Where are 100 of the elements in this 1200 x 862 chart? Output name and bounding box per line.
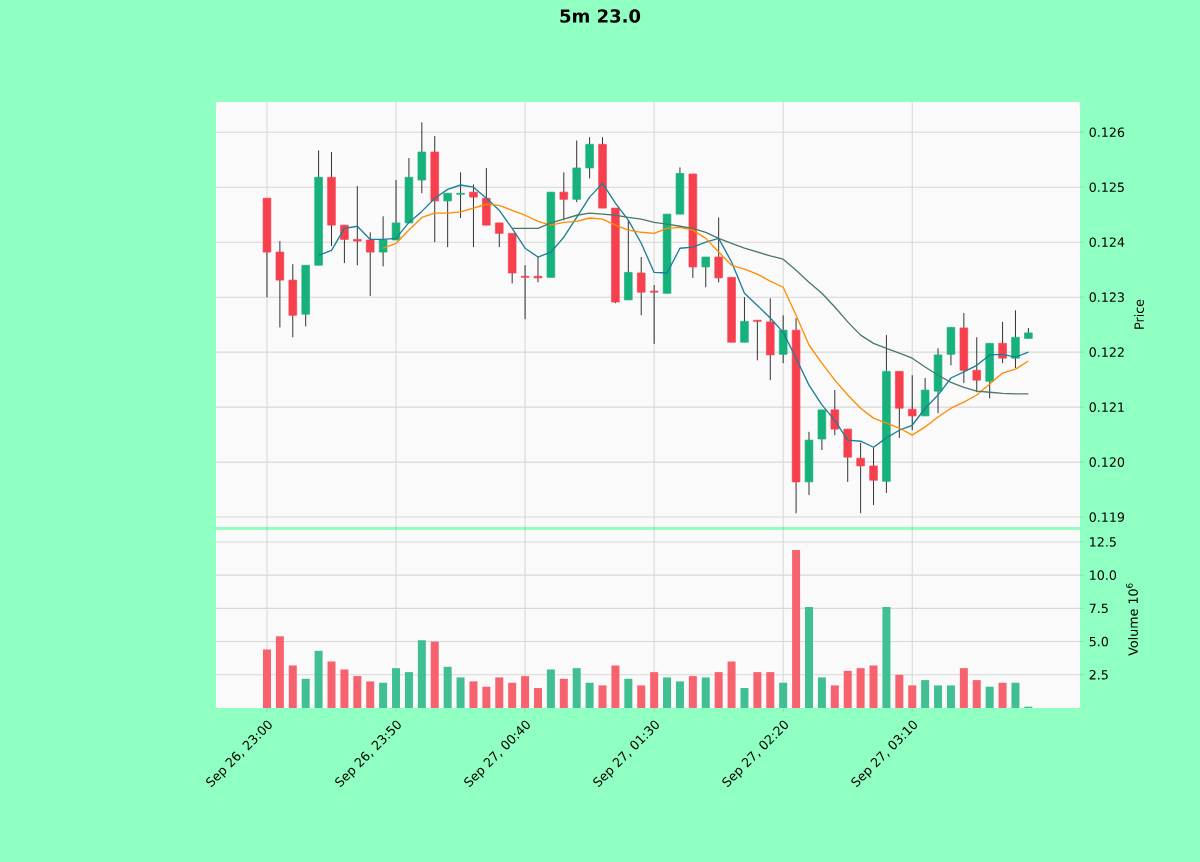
candlestick bbox=[714, 217, 723, 283]
bar bbox=[843, 670, 852, 708]
candlestick bbox=[391, 179, 401, 241]
candlestick bbox=[443, 192, 452, 248]
candlestick bbox=[830, 389, 840, 436]
bar bbox=[392, 668, 401, 708]
bar bbox=[288, 665, 297, 708]
candlestick bbox=[740, 296, 749, 343]
y-tick-label: 7.5 bbox=[1089, 603, 1108, 614]
bar bbox=[663, 677, 672, 708]
bar bbox=[327, 661, 336, 708]
y-tick-label: 0.125 bbox=[1089, 182, 1124, 192]
bar bbox=[637, 685, 646, 708]
y-tick-label: 0.122 bbox=[1089, 347, 1124, 357]
candlestick bbox=[585, 136, 594, 179]
bar bbox=[946, 685, 955, 708]
bar bbox=[998, 682, 1007, 708]
bar bbox=[508, 682, 517, 708]
candlestick bbox=[856, 442, 865, 514]
candlestick bbox=[559, 171, 569, 221]
bar bbox=[443, 666, 452, 708]
bar bbox=[972, 680, 981, 708]
bar bbox=[379, 682, 388, 708]
bar bbox=[533, 688, 542, 708]
bar bbox=[624, 678, 633, 708]
bar bbox=[404, 672, 413, 708]
bar bbox=[727, 661, 736, 708]
candlestick bbox=[456, 171, 465, 219]
y-tick-label: 12.5 bbox=[1090, 537, 1116, 547]
candlestick bbox=[753, 319, 762, 361]
y-tick-label: 0.124 bbox=[1089, 237, 1125, 247]
candlestick bbox=[353, 185, 362, 266]
y-tick-label: 0.120 bbox=[1089, 457, 1125, 467]
candlestick bbox=[520, 264, 530, 320]
bar bbox=[779, 682, 788, 708]
bar bbox=[521, 676, 530, 708]
y-tick-label: 0.123 bbox=[1089, 292, 1124, 302]
bar bbox=[688, 676, 697, 708]
bar bbox=[598, 685, 607, 708]
bar bbox=[766, 672, 775, 708]
bar bbox=[482, 686, 491, 708]
bar bbox=[366, 681, 375, 708]
bar bbox=[817, 677, 826, 708]
bar bbox=[856, 668, 865, 708]
bar bbox=[572, 668, 581, 708]
candlestick bbox=[869, 446, 878, 506]
bar bbox=[882, 607, 891, 708]
bar bbox=[314, 650, 323, 708]
bar bbox=[869, 665, 878, 708]
bar bbox=[1011, 682, 1020, 708]
candlestick bbox=[533, 256, 543, 283]
candlestick bbox=[649, 284, 659, 345]
bar bbox=[650, 672, 659, 708]
bar bbox=[985, 686, 994, 708]
bar bbox=[830, 685, 839, 708]
bar bbox=[611, 665, 620, 708]
bar bbox=[430, 641, 439, 708]
bar bbox=[934, 685, 943, 708]
bar bbox=[469, 681, 478, 708]
y-tick-label: 10.0 bbox=[1090, 570, 1117, 580]
bar bbox=[701, 677, 710, 708]
candlestick bbox=[972, 336, 981, 393]
y-axis-title: Price bbox=[1134, 299, 1144, 329]
bar bbox=[895, 674, 904, 708]
bar bbox=[546, 669, 555, 708]
bar bbox=[753, 672, 762, 708]
y-tick-label: 2.5 bbox=[1089, 669, 1108, 680]
bar bbox=[559, 678, 568, 708]
candlestick bbox=[1011, 309, 1020, 369]
y-tick-label: 0.119 bbox=[1089, 512, 1125, 522]
bar bbox=[301, 678, 310, 708]
candlestick bbox=[378, 215, 388, 267]
candlestick bbox=[998, 321, 1007, 364]
y-tick-label: 0.126 bbox=[1089, 127, 1125, 138]
bar bbox=[714, 672, 723, 708]
bar bbox=[353, 676, 362, 708]
bar bbox=[921, 680, 930, 708]
bar bbox=[340, 669, 349, 708]
candlestick bbox=[366, 231, 375, 297]
bar bbox=[417, 640, 426, 708]
bar bbox=[456, 677, 465, 708]
candlestick bbox=[908, 374, 917, 431]
y-tick-label: 0.121 bbox=[1089, 402, 1124, 412]
bar bbox=[675, 681, 684, 708]
bar bbox=[495, 677, 504, 708]
bar bbox=[740, 688, 749, 708]
line-series bbox=[317, 182, 1030, 448]
bar bbox=[585, 682, 594, 708]
bar bbox=[959, 668, 968, 708]
bar bbox=[908, 685, 917, 708]
chart-title: 5m 23.0 bbox=[560, 9, 641, 23]
y-tick-label: 5.0 bbox=[1089, 636, 1109, 647]
candlestick bbox=[469, 184, 478, 248]
candlestick bbox=[495, 222, 504, 248]
bar bbox=[792, 549, 801, 708]
y-axis-title: Volume 10$^{6}$ bbox=[1126, 583, 1138, 656]
bar bbox=[275, 636, 284, 708]
candlestick bbox=[637, 256, 646, 316]
candlestick bbox=[701, 256, 710, 288]
bar bbox=[262, 649, 271, 708]
